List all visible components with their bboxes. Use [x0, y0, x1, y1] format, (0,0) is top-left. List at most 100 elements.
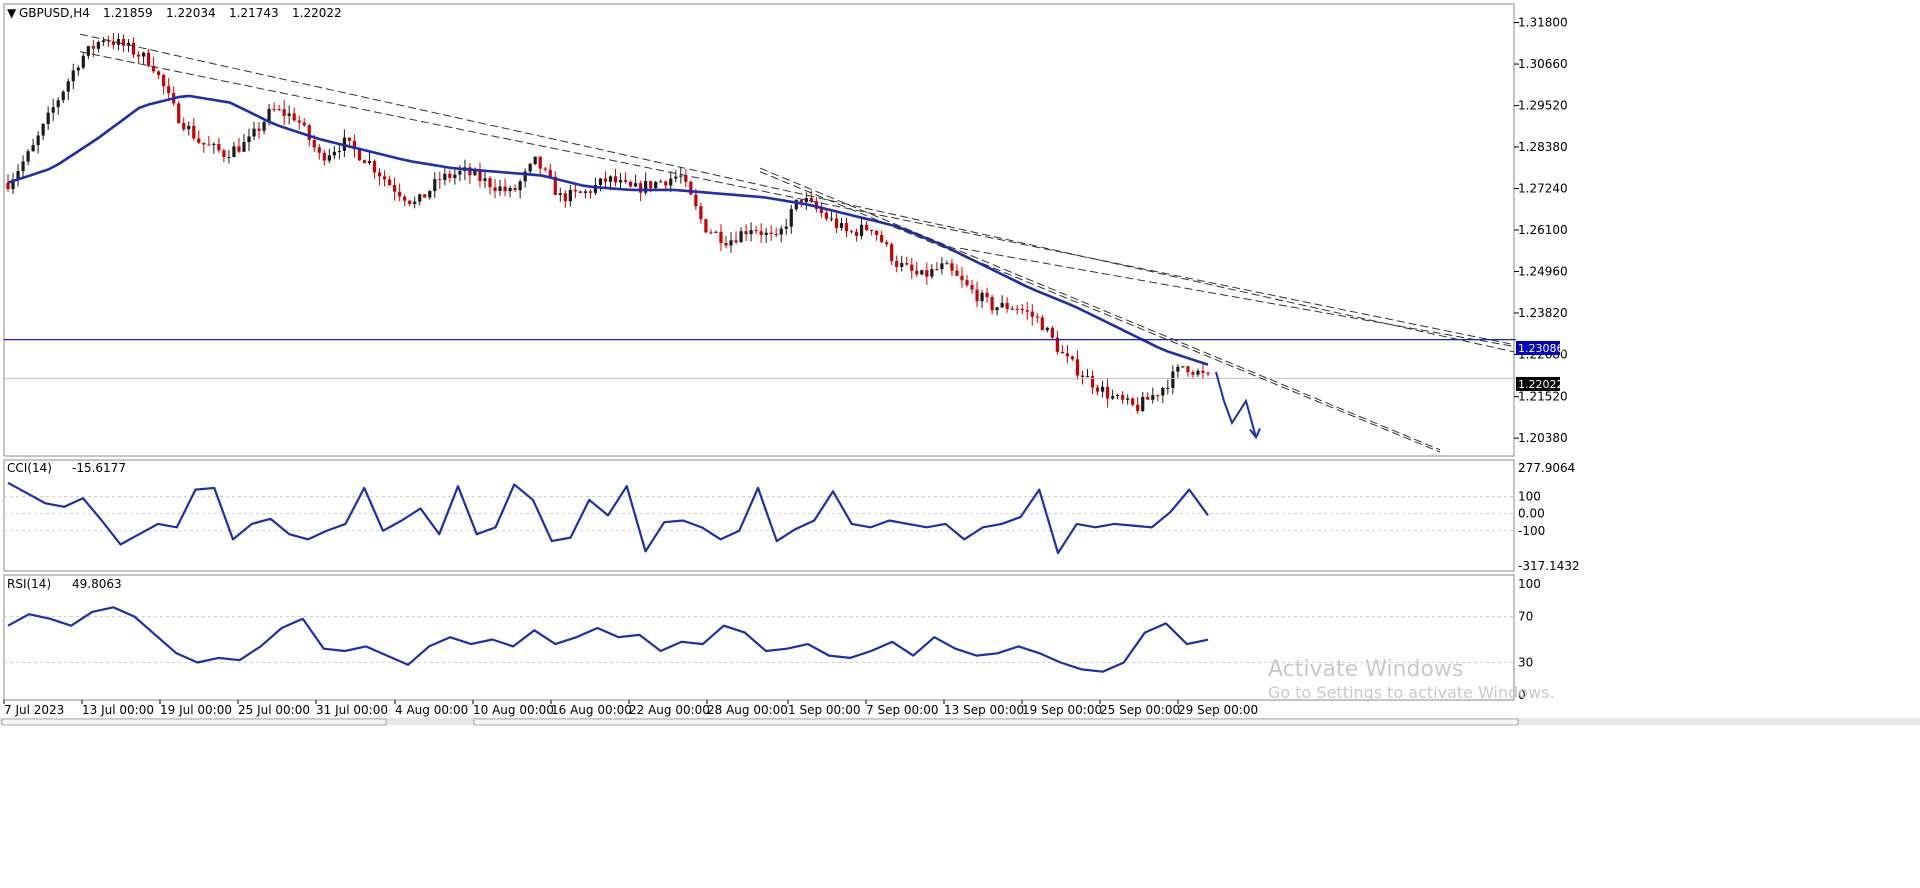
candle-body	[26, 151, 30, 162]
candle-body	[1171, 371, 1175, 388]
candle-body	[1095, 387, 1100, 392]
candle-body	[578, 191, 582, 193]
candle-body	[257, 128, 261, 131]
candle-body	[503, 186, 507, 192]
scroll-tab[interactable]	[473, 718, 1519, 726]
candle-body	[141, 52, 146, 57]
candle-body	[890, 244, 894, 262]
candle-body	[804, 198, 808, 203]
rsi-tick-label: 30	[1518, 656, 1533, 670]
candle-body	[980, 292, 984, 302]
candle-body	[377, 172, 382, 177]
candle-body	[277, 108, 281, 110]
candle-body	[307, 125, 311, 140]
scroll-tab[interactable]	[1, 718, 387, 726]
candle-body	[337, 150, 341, 152]
candle-body	[1025, 310, 1029, 312]
cci-label: CCI(14)	[7, 461, 52, 475]
x-tick-label: 19 Jul 00:00	[160, 703, 232, 717]
candle-body	[443, 173, 447, 181]
candle-body	[347, 137, 352, 141]
candle-body	[1206, 372, 1210, 374]
candle-body	[1005, 302, 1009, 309]
candle-body	[157, 71, 161, 75]
y-tick-label: 1.27240	[1518, 182, 1568, 196]
x-tick-label: 31 Jul 00:00	[316, 703, 388, 717]
candle-body	[709, 232, 713, 234]
candle-body	[935, 269, 939, 271]
candle-body	[859, 224, 864, 236]
candle-body	[116, 39, 121, 45]
candle-body	[1146, 396, 1150, 400]
candle-body	[518, 181, 522, 191]
candle-body	[468, 167, 472, 176]
candle-body	[965, 280, 969, 286]
candle-body	[543, 168, 547, 170]
candle-body	[413, 201, 417, 204]
candle-body	[372, 161, 377, 173]
candle-body	[528, 163, 532, 172]
candle-body	[875, 230, 879, 235]
cci-value: -15.6177	[72, 461, 126, 475]
y-tick-label: 1.21520	[1518, 390, 1568, 404]
candle-body	[51, 107, 55, 113]
candle-body	[674, 176, 678, 179]
candle-body	[31, 145, 35, 152]
candle-body	[844, 223, 849, 232]
candle-body	[654, 182, 658, 189]
cci-panel[interactable]	[3, 459, 1515, 572]
candle-body	[11, 179, 15, 190]
candle-body	[212, 143, 216, 145]
price-panel[interactable]	[3, 3, 1515, 457]
candle-body	[824, 212, 829, 219]
scroll-arrow-icon[interactable]: ▼	[7, 6, 17, 20]
candle-body	[162, 74, 166, 87]
candle-body	[849, 231, 854, 233]
candle-body	[297, 120, 301, 123]
rsi-label: RSI(14)	[7, 577, 51, 591]
y-tick-label: 1.24960	[1518, 264, 1568, 278]
candle-body	[955, 270, 959, 276]
candle-body	[136, 54, 141, 57]
x-tick-label: 7 Sep 00:00	[866, 703, 938, 717]
candle-body	[61, 91, 65, 101]
candle-body	[182, 123, 186, 130]
candle-body	[438, 179, 442, 181]
candle-body	[885, 242, 889, 245]
candle-body	[588, 191, 593, 193]
candle-body	[920, 270, 924, 275]
candle-body	[362, 160, 367, 164]
arrow-head-icon	[1249, 428, 1261, 440]
candle-body	[252, 128, 256, 137]
candle-body	[1201, 370, 1205, 373]
candle-body	[393, 185, 397, 192]
candle-body	[111, 41, 116, 45]
candle-body	[915, 270, 919, 275]
candle-body	[167, 86, 171, 94]
candle-body	[799, 199, 803, 203]
candle-body	[1015, 308, 1019, 310]
candle-body	[684, 175, 688, 182]
candle-body	[940, 263, 944, 270]
candle-body	[1045, 327, 1049, 331]
candle-body	[6, 182, 10, 190]
candle-body	[1040, 317, 1044, 331]
candle-body	[1166, 387, 1170, 389]
candle-body	[869, 229, 874, 231]
trendline	[759, 167, 1441, 451]
candle-body	[327, 155, 331, 161]
candle-body	[779, 228, 783, 235]
candle-body	[628, 181, 633, 187]
x-tick-label: 28 Aug 00:00	[707, 703, 788, 717]
trendline	[79, 51, 1515, 346]
candle-body	[623, 180, 628, 182]
candle-body	[1156, 395, 1160, 397]
candle-body	[789, 209, 793, 227]
rsi-panel[interactable]	[3, 574, 1515, 701]
current-price-tag	[1516, 377, 1560, 391]
candle-body	[839, 223, 844, 229]
candle-body	[453, 174, 457, 179]
candle-body	[644, 181, 648, 193]
candle-body	[573, 189, 577, 192]
